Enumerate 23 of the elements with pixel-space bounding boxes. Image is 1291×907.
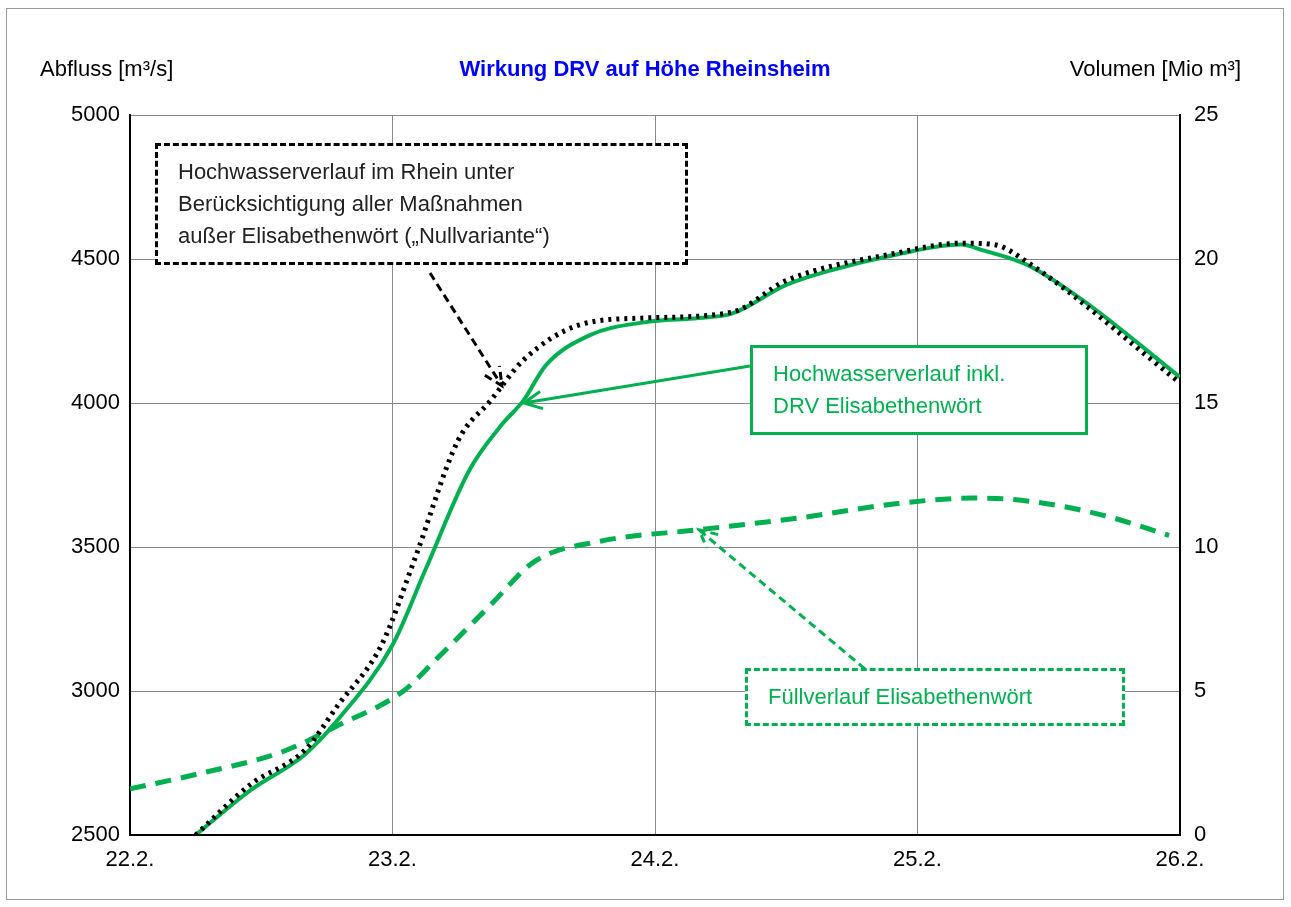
y-axis-title: Abfluss [m³/s] [40, 56, 174, 82]
y-tick-label: 4500 [71, 245, 120, 271]
y-tick-label: 5000 [71, 101, 120, 127]
chart-title: Wirkung DRV auf Höhe Rheinsheim [459, 56, 831, 82]
y2-axis-title: Volumen [Mio m³] [1069, 56, 1241, 82]
y2-tick-label: 25 [1194, 101, 1219, 127]
y2-tick-label: 20 [1194, 245, 1219, 271]
callout-box: Hochwasserverlauf im Rhein unter Berücksichtigung aller Maßnahmen außer Elisabethenwört („Nullvariante“) [155, 143, 688, 265]
y2-tick-label: 10 [1194, 533, 1219, 559]
callout-box: Hochwasserverlauf inkl. DRV Elisabethenwört [750, 345, 1088, 435]
y2-tick-label: 5 [1194, 677, 1207, 703]
x-tick-label: 24.2. [630, 846, 680, 872]
y-tick-label: 3000 [71, 677, 120, 703]
y2-tick-label: 0 [1194, 821, 1207, 847]
x-tick-label: 26.2. [1155, 846, 1205, 872]
y2-tick-label: 15 [1194, 389, 1219, 415]
y-tick-label: 4000 [71, 389, 120, 415]
x-tick-label: 22.2. [105, 846, 155, 872]
y-tick-label: 2500 [71, 821, 120, 847]
x-tick-label: 25.2. [893, 846, 942, 872]
x-tick-label: 23.2. [368, 846, 417, 872]
callout-box: Füllverlauf Elisabethenwört [745, 668, 1125, 726]
y-tick-label: 3500 [71, 533, 120, 559]
